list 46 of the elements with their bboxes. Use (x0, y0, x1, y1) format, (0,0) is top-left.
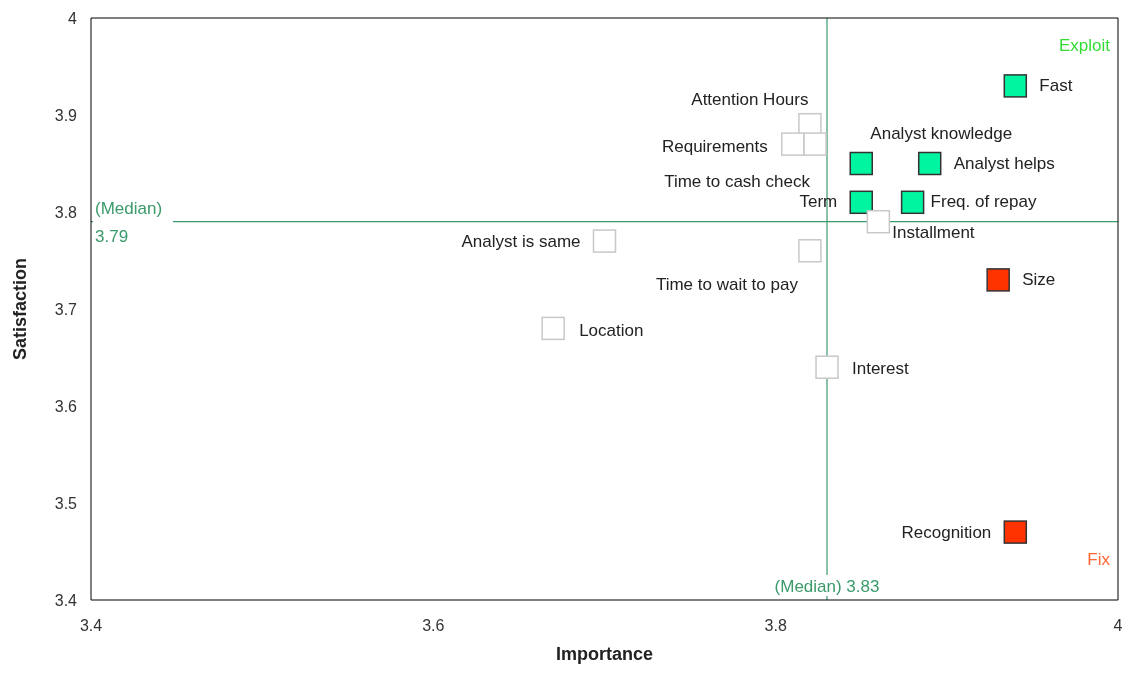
series-label: Time to cash check (664, 172, 811, 192)
point (803, 132, 827, 156)
point (1003, 74, 1028, 98)
series-label: Freq. of repay (930, 192, 1037, 212)
point (900, 190, 925, 215)
y-tick-label: 3.9 (54, 106, 78, 124)
point (849, 151, 873, 176)
x-tick-label: 4 (1113, 617, 1123, 635)
point (798, 239, 822, 263)
series-label: Size (1022, 269, 1056, 289)
y-tick-label: 3.6 (54, 397, 78, 415)
x-tick-label: 3.8 (764, 617, 787, 635)
series-label: Interest (852, 359, 909, 379)
y-tick-label: 3.8 (54, 203, 78, 221)
y-axis-title: Satisfaction (10, 257, 31, 361)
annotation: Fix (1087, 550, 1110, 570)
annotation: Exploit (1058, 36, 1110, 56)
series-label: Analyst is same (461, 232, 581, 252)
y-tick-label: 3.5 (54, 494, 78, 512)
series-label: Installment (892, 222, 975, 242)
ref-line-label: (Median) 3.83 (774, 577, 880, 596)
point (592, 229, 617, 253)
y-tick-label: 3.7 (54, 300, 78, 318)
series-label: Analyst helps (953, 153, 1055, 173)
point (1003, 520, 1028, 544)
point (781, 132, 805, 156)
series-label: Requirements (661, 137, 768, 157)
point (815, 355, 839, 379)
y-tick-label: 4 (68, 9, 78, 27)
point (917, 151, 942, 176)
series-label: Recognition (901, 523, 992, 543)
series-label: Location (579, 321, 644, 341)
x-tick-label: 3.6 (422, 617, 445, 635)
point (541, 316, 565, 341)
series-label: Term (799, 192, 838, 212)
x-tick-label: 3.4 (79, 617, 103, 635)
point (866, 209, 891, 234)
ref-line-label: (Median) 3.79 (95, 198, 163, 246)
series-label: Attention Hours (691, 89, 809, 109)
series-label: Analyst knowledge (870, 123, 1013, 143)
point (849, 190, 873, 215)
series-label: Fast (1039, 75, 1073, 95)
point (986, 268, 1010, 292)
x-axis-title: Importance (555, 644, 654, 664)
y-tick-label: 3.4 (54, 591, 78, 609)
series-label: Time to wait to pay (655, 274, 799, 294)
